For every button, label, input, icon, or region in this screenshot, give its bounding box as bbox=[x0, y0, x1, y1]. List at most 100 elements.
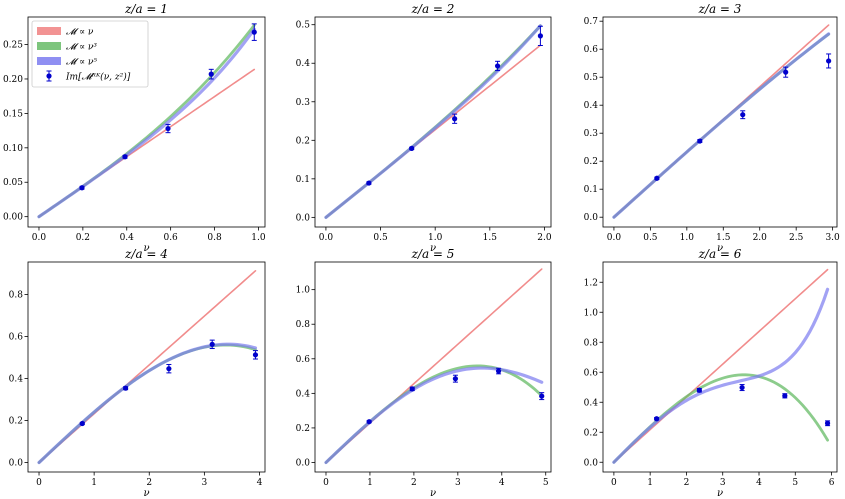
y-tick-label: 0.8 bbox=[584, 338, 599, 348]
x-axis-label: ν bbox=[717, 488, 723, 499]
data-point bbox=[165, 123, 171, 134]
marker bbox=[251, 29, 257, 35]
data-point bbox=[452, 374, 459, 383]
marker bbox=[739, 384, 745, 391]
panel-4: 0 1 2 3 4 0.0 0.2 0.4 0.6 0.8 z/a = 4 ν bbox=[9, 247, 266, 499]
plot-frame bbox=[314, 16, 552, 228]
marker bbox=[697, 138, 703, 144]
legend-label: 𝓜 ∝ ν⁵ bbox=[66, 58, 97, 68]
marker bbox=[366, 419, 372, 425]
marker bbox=[537, 33, 544, 39]
data-point bbox=[251, 23, 257, 41]
panel-title: z/a = 2 bbox=[411, 2, 455, 16]
data-point bbox=[697, 138, 703, 144]
data-point bbox=[826, 53, 832, 69]
x-tick-label: 1.5 bbox=[483, 233, 498, 243]
data-point bbox=[208, 68, 214, 80]
data-point bbox=[122, 154, 128, 160]
marker bbox=[783, 69, 789, 75]
y-tick-label: 0.0 bbox=[296, 213, 311, 223]
y-tick-label: 0.6 bbox=[584, 45, 599, 55]
y-tick-label: 0.4 bbox=[584, 398, 599, 408]
legend-swatch bbox=[37, 42, 61, 50]
fit-band-quintic bbox=[37, 342, 258, 465]
plot-area bbox=[37, 270, 259, 465]
marker bbox=[166, 366, 172, 372]
y-tick-label: 0.6 bbox=[584, 368, 599, 378]
x-tick-label: 0 bbox=[611, 478, 617, 488]
data-point bbox=[539, 392, 545, 401]
y-tick-label: 0.15 bbox=[3, 109, 23, 119]
y-tick-label: 0.7 bbox=[584, 17, 599, 27]
plot-area bbox=[612, 268, 831, 464]
legend-box bbox=[31, 20, 149, 88]
data-point bbox=[452, 113, 458, 124]
x-tick-label: 3 bbox=[202, 478, 208, 488]
data-point bbox=[252, 350, 259, 360]
data-point bbox=[654, 416, 660, 422]
marker bbox=[494, 63, 501, 69]
y-tick-label: 0.5 bbox=[584, 73, 599, 83]
data-point bbox=[123, 385, 129, 391]
x-tick-label: 1.0 bbox=[251, 233, 266, 243]
x-tick-label: 5 bbox=[543, 478, 549, 488]
x-tick-label: 4 bbox=[499, 478, 505, 488]
marker bbox=[495, 368, 502, 374]
y-tick-label: 0.1 bbox=[296, 175, 310, 185]
y-tick-label: 0.05 bbox=[3, 178, 23, 188]
data-point bbox=[79, 420, 85, 427]
panel-title: z/a = 4 bbox=[124, 247, 168, 261]
marker bbox=[209, 341, 215, 347]
data-point bbox=[537, 25, 544, 47]
data-point bbox=[166, 363, 172, 374]
x-tick-label: 1.0 bbox=[428, 233, 443, 243]
y-tick-label: 0.25 bbox=[3, 41, 23, 51]
x-tick-label: 0 bbox=[323, 478, 329, 488]
y-tick-label: 0.2 bbox=[296, 136, 310, 146]
x-tick-label: 1 bbox=[647, 478, 653, 488]
fit-band-quintic bbox=[324, 24, 543, 219]
legend-swatch bbox=[37, 27, 61, 35]
marker bbox=[122, 154, 128, 160]
y-tick-label: 0.0 bbox=[584, 458, 599, 468]
x-tick-label: 2 bbox=[146, 478, 152, 488]
x-tick-label: 0.0 bbox=[32, 233, 47, 243]
y-tick-label: 0.4 bbox=[296, 59, 311, 69]
panel-2: 0.0 0.5 1.0 1.5 2.0 0.0 0.1 0.2 0.3 0.4 0.5 z/a = 2… bbox=[296, 2, 552, 254]
y-tick-label: 1.0 bbox=[584, 308, 599, 318]
plot-area bbox=[324, 268, 545, 465]
x-tick-label: 1.0 bbox=[680, 233, 695, 243]
panel-title: z/a = 1 bbox=[124, 2, 168, 16]
panel-5: 0 1 2 3 4 5 0.0 0.2 0.4 0.6 0.8 1.0 z/a = 5 ν bbox=[296, 247, 552, 499]
marker bbox=[366, 180, 372, 186]
marker bbox=[252, 352, 259, 358]
marker bbox=[539, 393, 545, 399]
x-tick-label: 6 bbox=[829, 478, 835, 488]
y-tick-label: 0.2 bbox=[296, 424, 310, 434]
marker bbox=[654, 175, 660, 181]
y-tick-label: 0.5 bbox=[296, 21, 311, 31]
y-tick-label: 1.2 bbox=[584, 278, 598, 288]
x-tick-label: 0 bbox=[36, 478, 42, 488]
x-tick-label: 4 bbox=[257, 478, 263, 488]
y-tick-label: 0.2 bbox=[9, 417, 23, 427]
x-tick-label: 2 bbox=[684, 478, 690, 488]
fit-band-quintic bbox=[324, 366, 544, 465]
legend-swatch bbox=[37, 57, 61, 65]
legend: 𝓜 ∝ ν 𝓜 ∝ ν³ 𝓜 ∝ ν⁵ Im[𝓜ᴿᴷ(ν, z²)] bbox=[31, 20, 149, 88]
marker bbox=[79, 420, 85, 427]
y-tick-label: 1.0 bbox=[296, 286, 311, 296]
x-tick-label: 3 bbox=[720, 478, 726, 488]
x-tick-label: 2 bbox=[411, 478, 417, 488]
fit-band-quintic bbox=[612, 287, 830, 464]
y-tick-label: 0.2 bbox=[584, 428, 598, 438]
y-tick-label: 0.10 bbox=[3, 144, 23, 154]
data-point bbox=[495, 367, 502, 375]
data-point bbox=[782, 393, 788, 399]
x-tick-label: 0.4 bbox=[120, 233, 135, 243]
data-point bbox=[696, 387, 702, 393]
x-tick-label: 5 bbox=[792, 478, 798, 488]
panel-title: z/a = 3 bbox=[698, 2, 742, 16]
x-tick-label: 0.0 bbox=[319, 233, 334, 243]
